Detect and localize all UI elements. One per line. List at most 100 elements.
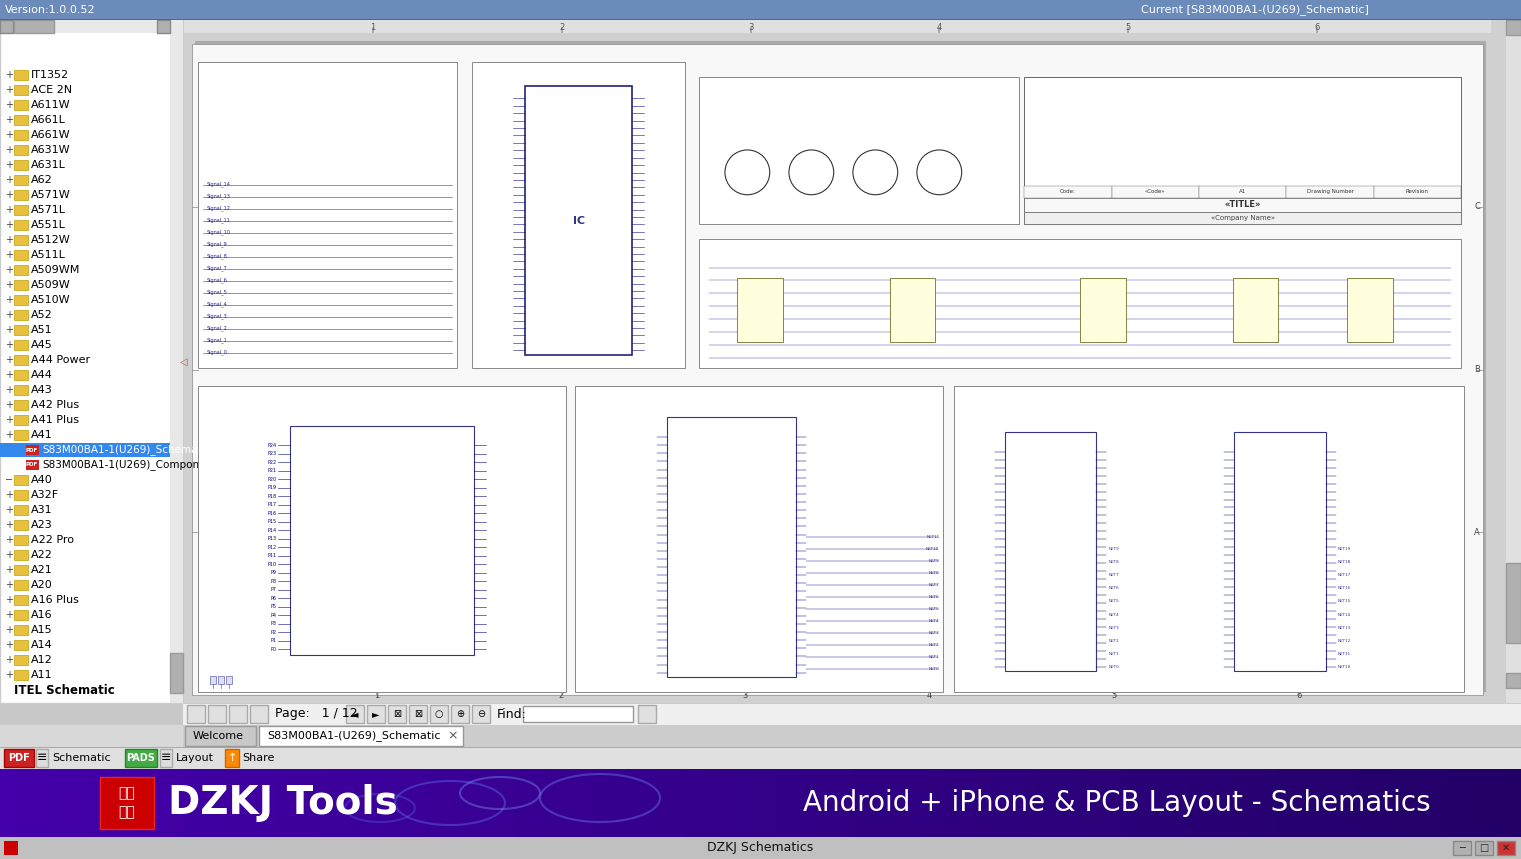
Text: A23: A23 bbox=[30, 520, 53, 530]
Bar bbox=[821, 769, 838, 837]
Bar bbox=[76, 769, 93, 837]
Text: NET1: NET1 bbox=[929, 655, 940, 659]
Bar bbox=[14, 490, 27, 500]
Text: PADS: PADS bbox=[126, 753, 155, 763]
Text: +: + bbox=[5, 550, 14, 560]
Bar bbox=[106, 769, 123, 837]
Bar bbox=[388, 705, 406, 723]
Text: A41 Plus: A41 Plus bbox=[30, 415, 79, 425]
Bar bbox=[14, 385, 27, 395]
Bar bbox=[426, 769, 443, 837]
Bar bbox=[14, 205, 27, 215]
Text: +: + bbox=[5, 655, 14, 665]
Text: P3: P3 bbox=[271, 621, 277, 626]
Text: ×: × bbox=[447, 729, 458, 742]
Bar bbox=[0, 747, 1521, 769]
Bar bbox=[1278, 769, 1294, 837]
Text: Revision: Revision bbox=[1405, 189, 1428, 194]
Bar bbox=[14, 100, 27, 110]
Bar bbox=[989, 769, 1005, 837]
Bar bbox=[14, 580, 27, 590]
Bar bbox=[183, 769, 199, 837]
Text: NET10: NET10 bbox=[1338, 665, 1351, 668]
Text: P18: P18 bbox=[268, 494, 277, 499]
Text: Signal_3: Signal_3 bbox=[207, 314, 227, 320]
Text: +: + bbox=[5, 70, 14, 80]
Bar bbox=[1024, 186, 1112, 198]
Bar bbox=[1475, 841, 1494, 855]
Text: IC: IC bbox=[572, 216, 584, 226]
Bar bbox=[14, 85, 27, 95]
Bar bbox=[1186, 769, 1203, 837]
Text: P9: P9 bbox=[271, 570, 277, 576]
Bar bbox=[14, 370, 27, 380]
Bar bbox=[14, 280, 27, 290]
Bar bbox=[14, 565, 27, 575]
Text: +: + bbox=[5, 160, 14, 170]
Text: ⊖: ⊖ bbox=[478, 709, 485, 719]
Text: P4: P4 bbox=[271, 612, 277, 618]
Bar bbox=[1287, 186, 1373, 198]
Bar bbox=[472, 769, 488, 837]
Text: Signal_4: Signal_4 bbox=[207, 302, 227, 308]
Text: Current [S83M00BA1-(U269)_Schematic]: Current [S83M00BA1-(U269)_Schematic] bbox=[1141, 4, 1369, 15]
Bar bbox=[371, 27, 374, 33]
Bar bbox=[669, 769, 686, 837]
Bar bbox=[14, 145, 27, 155]
Bar bbox=[198, 386, 566, 692]
Text: P10: P10 bbox=[268, 562, 277, 567]
Text: +: + bbox=[5, 520, 14, 530]
Text: Signal_11: Signal_11 bbox=[207, 217, 230, 223]
Text: ⊠: ⊠ bbox=[392, 709, 402, 719]
Text: A611W: A611W bbox=[30, 100, 70, 110]
Bar bbox=[1049, 769, 1066, 837]
Bar bbox=[198, 769, 214, 837]
Bar bbox=[738, 277, 783, 342]
Text: A510W: A510W bbox=[30, 295, 70, 305]
Text: NET0: NET0 bbox=[1109, 665, 1119, 668]
Bar bbox=[867, 769, 884, 837]
Text: 东震: 东震 bbox=[119, 806, 135, 819]
Bar bbox=[502, 769, 519, 837]
Bar bbox=[14, 400, 27, 410]
Bar bbox=[14, 235, 27, 245]
Text: Android + iPhone & PCB Layout - Schematics: Android + iPhone & PCB Layout - Schemati… bbox=[803, 789, 1431, 817]
Text: Signal_9: Signal_9 bbox=[207, 241, 227, 247]
Bar bbox=[167, 769, 184, 837]
Circle shape bbox=[853, 150, 897, 195]
Bar bbox=[1506, 20, 1521, 35]
Bar bbox=[563, 769, 580, 837]
Bar bbox=[304, 769, 321, 837]
Text: S83M00BA1-(U269)_Schematic: S83M00BA1-(U269)_Schematic bbox=[268, 730, 441, 741]
Text: Signal_6: Signal_6 bbox=[207, 277, 227, 283]
Bar bbox=[14, 655, 27, 665]
Bar bbox=[14, 325, 27, 335]
Bar bbox=[1415, 769, 1431, 837]
Bar bbox=[1453, 841, 1471, 855]
Bar bbox=[1247, 769, 1264, 837]
Bar bbox=[198, 62, 456, 368]
Text: +: + bbox=[5, 670, 14, 680]
Bar bbox=[243, 769, 260, 837]
Text: NET11: NET11 bbox=[926, 534, 940, 539]
Text: B: B bbox=[1474, 365, 1480, 374]
Text: NET8: NET8 bbox=[1109, 560, 1119, 564]
Bar bbox=[14, 430, 27, 440]
Text: NET18: NET18 bbox=[1338, 560, 1351, 564]
Bar bbox=[750, 27, 751, 33]
Bar bbox=[228, 769, 245, 837]
Text: +: + bbox=[5, 640, 14, 650]
Bar bbox=[1373, 186, 1462, 198]
Bar bbox=[1080, 277, 1126, 342]
Bar bbox=[61, 769, 78, 837]
Text: PDF: PDF bbox=[8, 753, 30, 763]
Bar bbox=[1232, 277, 1278, 342]
Bar bbox=[928, 769, 945, 837]
Text: +: + bbox=[5, 565, 14, 575]
Bar bbox=[1497, 841, 1515, 855]
Text: PDF: PDF bbox=[26, 448, 38, 453]
Bar bbox=[1399, 769, 1416, 837]
Text: ACE 2N: ACE 2N bbox=[30, 85, 71, 95]
Text: +: + bbox=[5, 595, 14, 605]
Bar bbox=[0, 769, 17, 837]
